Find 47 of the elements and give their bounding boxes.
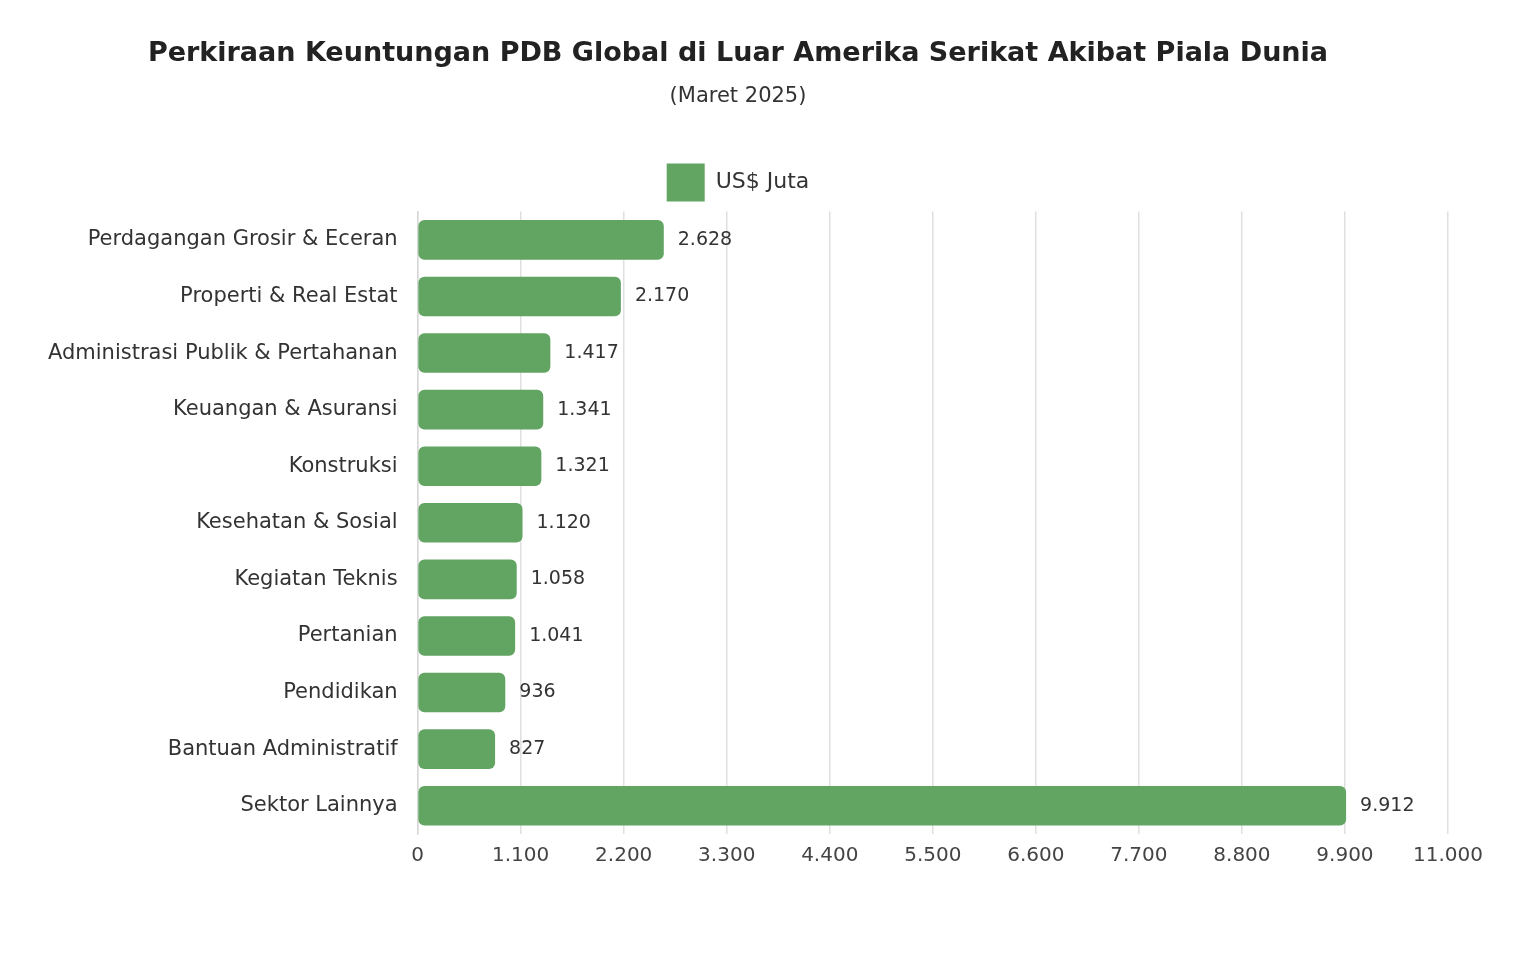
y-tick-label: Keuangan & Asuransi [173,396,398,421]
bar [418,446,542,487]
x-tick-label: 2.200 [595,842,653,867]
y-tick-label: Pendidikan [283,679,398,703]
x-tick-label: 11.000 [1413,842,1483,867]
bar [418,616,516,656]
x-tick-label: 4.400 [801,842,859,867]
y-tick-label: Perdagangan Grosir & Eceran [87,226,398,251]
x-tick-label: 0 [411,842,424,867]
y-tick-label: Bantuan Administratif [167,735,399,760]
x-tick-label: 8.800 [1213,842,1271,867]
legend-label: US$ Juta [715,168,810,194]
x-tick-label: 9.900 [1316,842,1374,867]
data-label: 936 [519,679,556,702]
y-tick-label: Properti & Real Estat [180,282,398,307]
bar [418,276,621,317]
x-tick-label: 7.700 [1110,842,1168,867]
y-tick-label: Kesehatan & Sosial [196,509,398,534]
data-label: 2.628 [677,226,733,249]
data-label: 1.041 [529,622,584,645]
x-tick-label: 6.600 [1007,842,1065,867]
data-label: 1.321 [555,453,610,476]
bar [418,220,664,260]
bar [418,389,544,430]
data-label: 1.417 [564,339,619,362]
chart-subtitle: (Maret 2025) [669,83,807,108]
x-tick-label: 3.300 [698,842,756,867]
y-tick-label: Kegiatan Teknis [234,565,398,590]
x-tick-label: 1.100 [492,842,550,867]
bar [418,333,551,373]
data-label: 1.341 [557,396,612,419]
data-label: 2.170 [634,283,690,306]
bar [418,503,523,543]
bar [418,559,517,600]
bar [418,729,496,769]
data-label: 9.912 [1360,792,1415,815]
data-label: 1.120 [536,509,591,532]
data-label: 1.058 [530,566,586,589]
x-tick-label: 5.500 [904,842,962,867]
y-tick-label: Konstruksi [288,452,398,477]
y-tick-label: Sektor Lainnya [240,792,398,817]
data-label: 827 [509,736,546,759]
y-tick-label: Pertanian [297,622,398,647]
y-tick-label: Administrasi Publik & Pertahanan [47,339,398,364]
bar [418,672,506,713]
chart-title: Perkiraan Keuntungan PDB Global di Luar Amerika Serikat Akibat Piala Dunia [147,36,1329,68]
bar [418,785,1347,826]
